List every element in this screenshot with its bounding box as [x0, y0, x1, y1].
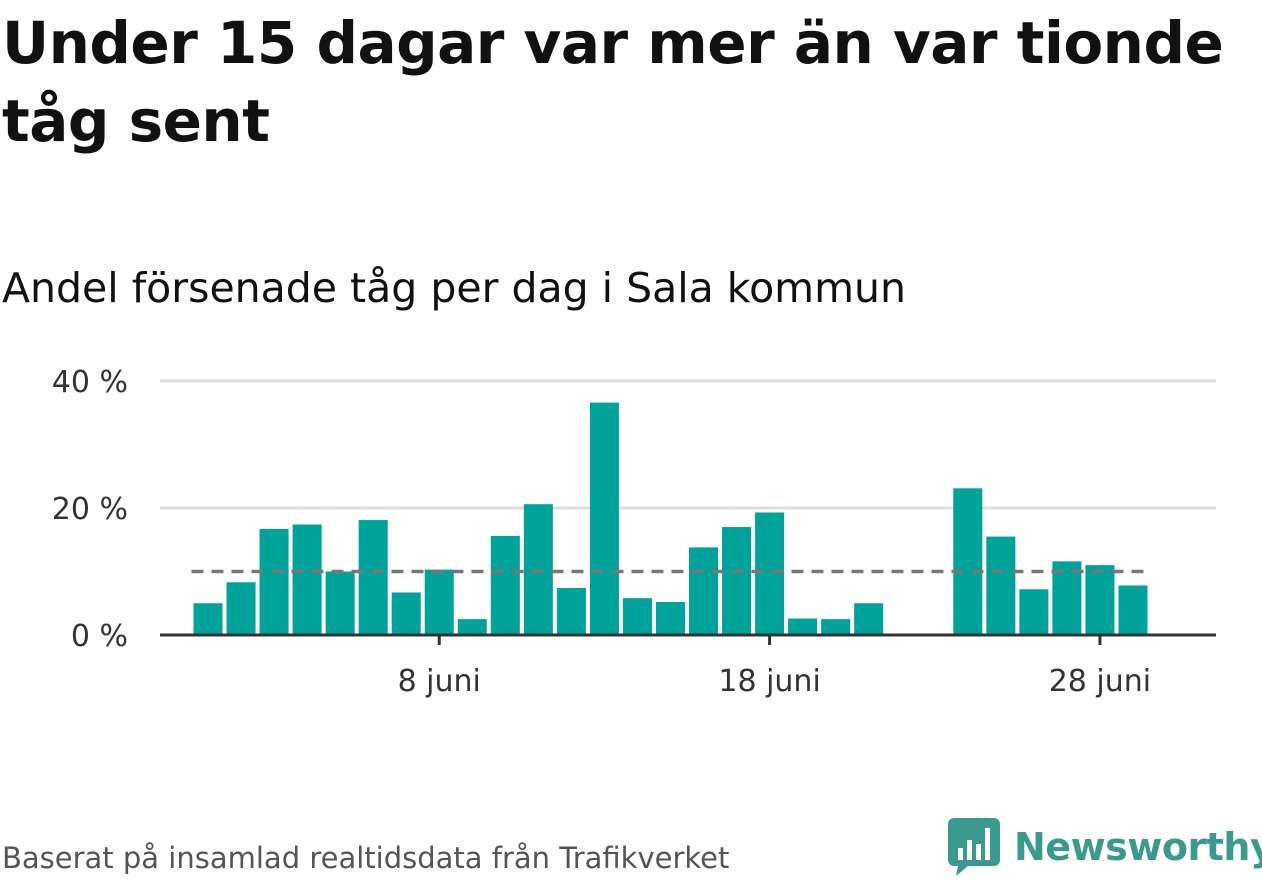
grid-lines — [160, 379, 1216, 510]
bar — [259, 528, 289, 635]
bar — [556, 588, 586, 635]
bar — [655, 601, 685, 635]
bar — [292, 524, 322, 635]
axes: 0 % 20 % 40 % 8 juni 18 juni 28 juni — [52, 365, 1216, 699]
bar — [325, 571, 355, 635]
bar — [589, 402, 619, 635]
bar — [391, 592, 421, 635]
bar — [490, 535, 520, 635]
bar — [722, 527, 752, 635]
brand: Newsworthy — [948, 818, 1262, 876]
y-tick-label: 20 % — [52, 492, 128, 527]
bar-chart: 0 % 20 % 40 % 8 juni 18 juni 28 juni — [52, 365, 1216, 699]
chart-subtitle: Andel försenade tåg per dag i Sala kommu… — [2, 264, 907, 312]
bar — [424, 569, 454, 635]
x-tick-label: 28 juni — [1049, 664, 1151, 699]
bar — [1052, 561, 1082, 635]
bar — [523, 504, 553, 635]
bar — [1019, 589, 1049, 635]
bar — [1118, 585, 1148, 635]
headline: Under 15 dagar var mer än var tionde tåg… — [2, 9, 1224, 155]
y-tick-label: 40 % — [52, 365, 128, 400]
brand-name: Newsworthy — [1014, 825, 1262, 869]
x-tick-label: 18 juni — [718, 664, 820, 699]
bar — [788, 618, 818, 635]
bar — [226, 582, 256, 635]
bar — [755, 512, 785, 635]
source-note: Baserat på insamlad realtidsdata från Tr… — [2, 841, 730, 875]
bar — [689, 547, 719, 635]
bar — [193, 603, 223, 635]
bar — [622, 598, 652, 635]
bar — [986, 536, 1016, 635]
bar — [1085, 565, 1115, 635]
bar — [457, 619, 487, 635]
newsworthy-logo-icon — [948, 818, 1000, 876]
bar — [821, 619, 851, 635]
bars — [193, 402, 1148, 635]
bar — [358, 520, 388, 635]
x-tick-label: 8 juni — [398, 664, 481, 699]
bar — [854, 603, 884, 635]
y-tick-label: 0 % — [71, 619, 128, 654]
bar — [953, 488, 983, 635]
